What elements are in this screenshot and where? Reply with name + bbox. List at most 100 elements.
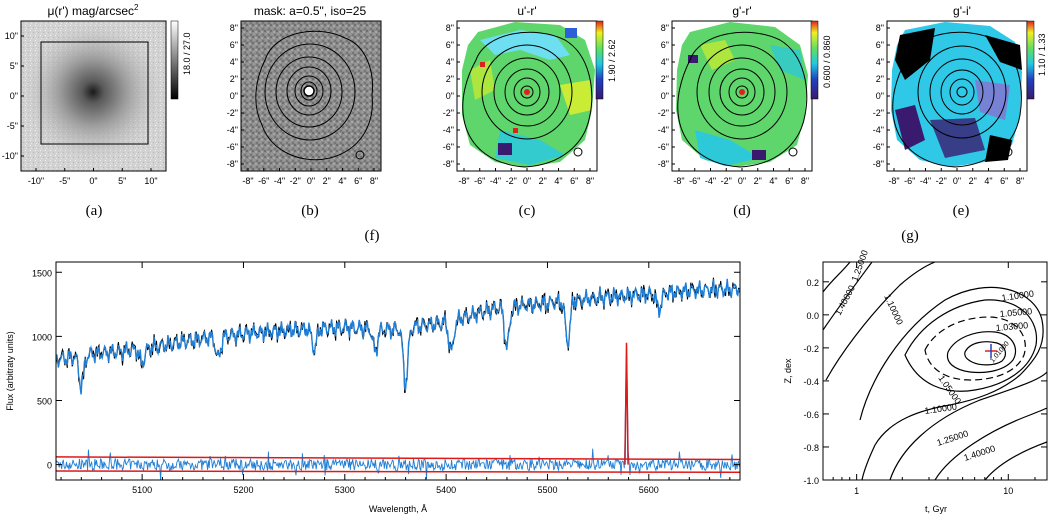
map-a-xtick-label: 10" <box>144 176 157 186</box>
map-b-ytick-label: 8" <box>230 23 238 33</box>
map-e-ytick-label: 0" <box>876 91 884 101</box>
map-d-ytick-label: 8" <box>661 23 669 33</box>
spectrum-xtick-label: 5500 <box>537 485 557 495</box>
contour-1.40-bottom <box>934 407 1047 480</box>
map-b-ytick-label: -6" <box>227 142 238 152</box>
contour-xtick-label: 10 <box>1003 486 1013 496</box>
map-b-xtick-label: 6" <box>354 176 362 186</box>
map-a-ytick-label: 0" <box>10 91 18 101</box>
map-e-xtick-label: -2" <box>936 176 947 186</box>
map-d-ytick-label: 6" <box>661 40 669 50</box>
map-e-xtick-label: 2" <box>969 176 977 186</box>
map-d-xtick-label: 0" <box>738 176 746 186</box>
map-e-xtick-label: -4" <box>920 176 931 186</box>
panel-d-isophotes <box>677 31 808 168</box>
panel-c-colorbar-label: 1.90 / 2.62 <box>607 39 617 82</box>
map-c-xtick-label: 0" <box>523 176 531 186</box>
map-d-ytick-label: 4" <box>661 57 669 67</box>
map-e-ytick-label: 4" <box>876 57 884 67</box>
map-e-xtick-label: -8" <box>888 176 899 186</box>
map-b-xtick-label: -2" <box>290 176 301 186</box>
contour-ytick-label: -0.8 <box>803 443 819 453</box>
map-e-ytick-label: 8" <box>876 23 884 33</box>
map-c-xtick-label: 6" <box>570 176 578 186</box>
panel-a-colorbar <box>170 20 179 100</box>
panel-a-galaxy <box>21 20 165 164</box>
map-c-ytick-label: -6" <box>443 142 454 152</box>
map-d-xtick-label: -8" <box>673 176 684 186</box>
residual-lower-limit <box>56 470 740 474</box>
contour-label-9: 1.40000 <box>963 443 997 463</box>
panel-a: 18.0 / 27.0 μ(r') mag/arcsec2 10" 5" 0" -5"… <box>2 3 192 186</box>
contour-1.03 <box>924 316 1026 381</box>
map-a-ytick-label: 10" <box>5 31 18 41</box>
contour-label-10: 1.10000 <box>924 402 958 416</box>
contour-ytick-label: 0.2 <box>806 278 819 288</box>
panel-c-title: u'-r' <box>517 4 536 18</box>
contour-ylabel: Z, dex <box>783 358 793 384</box>
panel-e-colorbar <box>1026 20 1035 100</box>
map-b-ytick-label: 0" <box>230 91 238 101</box>
contour-1.25-left <box>825 262 936 381</box>
map-a-ytick-label: -5" <box>7 121 18 131</box>
map-d-ytick-label: -8" <box>658 159 669 169</box>
map-c-xtick-label: -8" <box>458 176 469 186</box>
contour-label-5: 1.10000 <box>882 293 905 327</box>
panel-d-colorbar-label: 0.600 / 0.860 <box>822 35 832 88</box>
map-b-xtick-label: 8" <box>370 176 378 186</box>
map-a-xtick-label: 5" <box>118 176 126 186</box>
panel-d-title: g'-r' <box>732 4 751 18</box>
spectrum-xlabel: Wavelength, Å <box>369 504 427 514</box>
model-spectrum <box>56 278 740 395</box>
map-e-ytick-label: -4" <box>873 125 884 135</box>
map-a-xtick-label: -10" <box>28 176 44 186</box>
contour-ytick-label: -0.6 <box>803 410 819 420</box>
map-b-xtick-label: -8" <box>242 176 253 186</box>
spectrum-xtick-label: 5600 <box>639 485 659 495</box>
contour-ytick-label: -0.4 <box>803 377 819 387</box>
spectrum-ylabel: Flux (arbitraty units) <box>5 331 15 411</box>
map-c-ytick-label: 2" <box>446 74 454 84</box>
spectrum-ytick-label: 1500 <box>32 268 52 278</box>
contour-label-4: 1.05000 <box>936 373 963 405</box>
map-b-ytick-label: 4" <box>230 57 238 67</box>
panel-e-title: g'-i' <box>953 4 971 18</box>
contour-ytick-label: -0.2 <box>803 344 819 354</box>
contour-1.05 <box>904 299 1038 392</box>
map-d-xtick-label: 8" <box>801 176 809 186</box>
contour-label-2: 1.03000 <box>995 320 1028 333</box>
caption-a: (a) <box>86 203 103 219</box>
emission-line <box>624 342 629 465</box>
contour-1.01 <box>946 331 1017 374</box>
map-e-ytick-label: -6" <box>873 142 884 152</box>
contour-outer-left <box>823 262 851 293</box>
spectrum-ytick-label: 0 <box>47 461 52 471</box>
map-b-xtick-label: -4" <box>274 176 285 186</box>
spectrum-xtick-label: 5100 <box>132 485 152 495</box>
caption-d: (d) <box>733 203 751 219</box>
map-c-ytick-label: 4" <box>446 57 454 67</box>
map-c-xtick-label: -4" <box>490 176 501 186</box>
contour-1.40-left <box>823 262 873 331</box>
map-e-ytick-label: 6" <box>876 40 884 50</box>
map-d-xtick-label: -2" <box>721 176 732 186</box>
spectrum-panel: 5100 5200 5300 5400 5500 5600 0 500 1000 1500 Wav… <box>5 261 741 514</box>
spectrum-xtick-label: 5400 <box>436 485 456 495</box>
map-b-ytick-label: 6" <box>230 40 238 50</box>
panel-e-isophotes <box>892 31 1022 168</box>
spectrum-ytick-label: 1000 <box>32 332 52 342</box>
map-c-xtick-label: -6" <box>474 176 485 186</box>
contour-inner <box>964 341 1007 366</box>
panel-c: 1.90 / 2.62 u'-r' 8" 6" 4" 2" 0" -2" -4" -6" -8"… <box>443 4 617 186</box>
panel-d-colorbar <box>810 20 819 100</box>
map-c-ytick-label: 6" <box>446 40 454 50</box>
caption-g: (g) <box>901 228 919 244</box>
map-c-xtick-label: -2" <box>506 176 517 186</box>
panel-b-isophotes <box>255 30 374 161</box>
map-d-xtick-label: 4" <box>769 176 777 186</box>
panel-b: mask: a=0.5", iso=25 8" 6" 4" 2" 0" -2" -4" -6"… <box>227 4 382 186</box>
contour-1.25-bottom <box>889 371 1047 480</box>
map-b-ytick-label: -4" <box>227 125 238 135</box>
panel-c-isophotes <box>462 31 593 168</box>
